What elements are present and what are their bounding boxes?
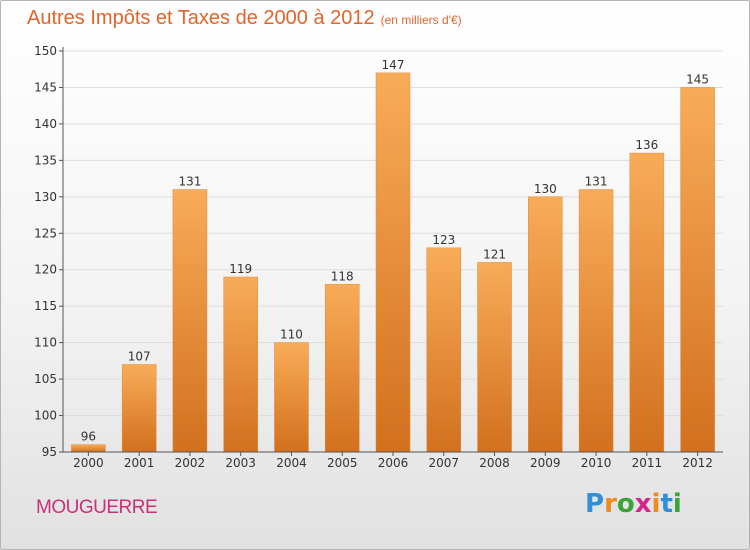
x-tick-label: 2011 [632, 456, 663, 470]
bar-value-label: 130 [534, 182, 557, 196]
bar [426, 247, 462, 453]
x-tick-label: 2012 [682, 456, 713, 470]
bar-value-label: 119 [229, 262, 252, 276]
x-tick-label: 2004 [276, 456, 307, 470]
bar-value-label: 147 [382, 58, 405, 72]
bar-value-label: 131 [585, 175, 608, 189]
y-tick-label: 95 [42, 445, 57, 459]
y-tick-label: 140 [34, 117, 57, 131]
bar [477, 262, 512, 453]
y-tick-label: 105 [34, 372, 57, 386]
bar-value-label: 145 [686, 72, 709, 86]
y-tick-label: 120 [34, 263, 57, 277]
x-tick-label: 2010 [581, 456, 612, 470]
logo-letter: t [660, 489, 673, 519]
bar-value-label: 96 [81, 430, 96, 444]
logo-letter: P [585, 489, 605, 519]
axes [59, 47, 723, 456]
chart-unit: (en milliers d'€) [380, 13, 462, 27]
y-tick-label: 125 [34, 226, 57, 240]
chart-title: Autres Impôts et Taxes de 2000 à 2012 [27, 7, 375, 29]
logo-letter: i [672, 489, 682, 519]
y-tick-label: 130 [34, 190, 57, 204]
y-tick-label: 150 [34, 44, 57, 58]
x-tick-label: 2008 [479, 456, 510, 470]
bar [578, 189, 614, 453]
x-tick-label: 2001 [124, 456, 155, 470]
x-tick-label: 2007 [428, 456, 459, 470]
x-tick-label: 2009 [530, 456, 561, 470]
bar [680, 87, 715, 453]
bar [274, 342, 309, 453]
logo-letter: x [634, 489, 652, 519]
commune-name: MOUGUERRE [36, 497, 158, 518]
labels: 95 100 105 110 115 120 125 130 135 140 145 150 96 200… [34, 44, 713, 470]
x-tick-label: 2000 [73, 456, 104, 470]
y-tick-label: 100 [34, 409, 57, 423]
bar-value-label: 110 [280, 328, 303, 342]
bar [71, 444, 106, 453]
bar-value-label: 131 [178, 175, 201, 189]
y-tick-label: 135 [34, 153, 57, 167]
x-tick-label: 2006 [378, 456, 409, 470]
y-tick-label: 145 [34, 80, 57, 94]
x-tick-label: 2005 [327, 456, 358, 470]
bar [223, 276, 258, 453]
x-tick-label: 2002 [175, 456, 206, 470]
y-tick-label: 115 [34, 299, 57, 313]
bar-value-label: 121 [483, 247, 506, 261]
y-tick-label: 110 [34, 336, 57, 350]
logo-letter: i [651, 489, 661, 519]
chart-title-block: Autres Impôts et Taxes de 2000 à 2012 (en… [27, 7, 462, 30]
bar [528, 196, 563, 453]
bars [71, 72, 715, 453]
logo-letter: r [604, 489, 617, 519]
bar-value-label: 136 [635, 138, 658, 152]
proxiti-logo[interactable]: Proxiti [585, 489, 682, 519]
bar [121, 364, 157, 453]
logo-letter: o [616, 489, 635, 519]
bar-value-label: 123 [432, 233, 455, 247]
bar [629, 152, 665, 453]
bar-value-label: 107 [128, 350, 151, 364]
bar-value-label: 118 [331, 269, 354, 283]
bar [324, 284, 360, 453]
bar [375, 72, 411, 453]
bar [172, 189, 208, 453]
x-tick-label: 2003 [225, 456, 256, 470]
